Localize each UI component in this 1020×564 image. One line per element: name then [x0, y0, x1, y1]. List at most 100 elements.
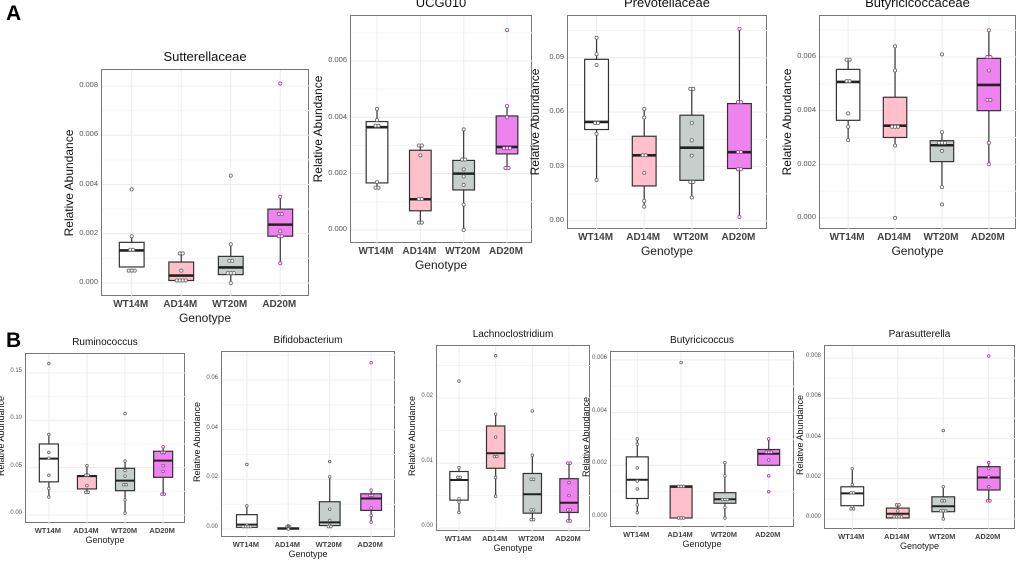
chart-svg — [568, 16, 768, 230]
data-point — [47, 361, 51, 366]
data-point — [419, 220, 424, 225]
data-point — [987, 475, 991, 479]
data-point — [846, 124, 851, 129]
box-wt20m — [114, 467, 136, 492]
x-tick-label: AD20M — [555, 534, 581, 543]
data-point — [642, 198, 647, 203]
data-point — [635, 437, 639, 441]
box-wt14m — [38, 443, 59, 483]
data-point — [986, 140, 991, 145]
data-point — [767, 458, 771, 462]
chart-title: Ruminococcus — [72, 337, 138, 348]
data-point — [123, 468, 127, 473]
y-tick-label: 0.02 — [421, 393, 433, 400]
data-point — [986, 68, 991, 73]
data-point — [939, 148, 944, 153]
data-point — [988, 55, 993, 60]
data-point — [851, 507, 856, 511]
plot-area — [436, 345, 591, 532]
x-tick-label: WT14M — [838, 532, 865, 541]
x-tick-label: AD14M — [877, 232, 911, 243]
data-point — [594, 35, 599, 40]
box-ad14m — [631, 135, 657, 187]
data-point — [939, 185, 944, 190]
data-point — [85, 464, 89, 468]
chart-svg — [825, 346, 1016, 530]
x-tick-label: AD20M — [721, 232, 756, 243]
chart-title: Prevotellaceae — [624, 0, 710, 10]
x-tick-label: WT14M — [578, 232, 614, 243]
y-axis-label: Relative Abundance — [0, 395, 6, 477]
data-point — [725, 497, 730, 502]
data-point — [369, 520, 373, 524]
y-tick-label: 0.002 — [797, 158, 816, 168]
x-tick-label: WT20M — [315, 540, 342, 549]
y-tick-label: 0.002 — [79, 227, 98, 237]
box-wt14m — [118, 241, 145, 268]
data-point — [376, 185, 381, 190]
data-point — [939, 202, 944, 207]
data-point — [231, 271, 236, 276]
data-point — [47, 432, 51, 437]
y-tick-label: 0.15 — [10, 367, 22, 374]
x-tick-label: WT20M — [445, 246, 481, 257]
data-point — [374, 118, 379, 123]
plot-area — [101, 69, 310, 297]
y-tick-label: 0.00 — [10, 510, 22, 516]
x-tick-label: AD14M — [274, 540, 300, 549]
data-point — [594, 177, 599, 182]
x-tick-label: AD20M — [357, 540, 383, 549]
data-point — [461, 182, 466, 187]
x-tick-label: WT20M — [518, 534, 545, 543]
x-axis-label: Genotype — [640, 244, 694, 258]
y-tick-label: 0.008 — [79, 80, 98, 90]
panel-label-a: A — [6, 2, 22, 25]
x-tick-label: WT14M — [232, 540, 259, 549]
data-point — [162, 492, 167, 496]
data-point — [568, 508, 572, 512]
data-point — [369, 488, 373, 492]
data-point — [642, 170, 647, 175]
data-point — [286, 527, 290, 531]
data-point — [939, 130, 944, 135]
data-point — [129, 234, 134, 239]
x-tick-label: AD14M — [481, 534, 508, 543]
data-point — [567, 493, 571, 498]
data-point — [568, 519, 572, 523]
x-axis-label: Genotype — [899, 541, 940, 551]
data-point — [723, 505, 727, 510]
data-point — [531, 508, 536, 512]
data-point — [987, 460, 991, 465]
y-tick-label: 0.006 — [805, 393, 821, 400]
y-tick-label: 0.000 — [79, 277, 98, 287]
chart-title: Sutterellaceae — [163, 49, 247, 64]
x-axis-label: Genotype — [178, 311, 232, 325]
x-axis-label: Genotype — [414, 258, 468, 272]
y-tick-label: 0.04 — [206, 424, 218, 431]
data-point — [643, 153, 648, 158]
data-point — [129, 187, 134, 192]
data-point — [738, 150, 743, 155]
data-point — [896, 509, 900, 513]
box-wt14m — [449, 470, 469, 501]
data-point — [123, 459, 127, 463]
data-point — [461, 174, 466, 179]
data-point — [458, 475, 462, 480]
data-point — [369, 506, 373, 510]
plot-area — [350, 15, 533, 244]
chart-svg — [26, 354, 186, 524]
x-axis-label: Genotype — [85, 535, 125, 545]
y-tick-label: 0.03 — [549, 160, 564, 170]
x-tick-label: AD14M — [402, 246, 437, 257]
data-point — [679, 360, 683, 365]
data-point — [504, 28, 509, 33]
y-tick-label: 0.006 — [328, 55, 347, 65]
y-tick-label: 0.10 — [10, 415, 22, 422]
data-point — [987, 485, 991, 489]
data-point — [47, 450, 51, 455]
box-ad14m — [882, 96, 908, 139]
x-axis-label: Genotype — [682, 539, 722, 549]
chart-title: Lachnoclostridium — [472, 329, 554, 340]
y-tick-label: 0.002 — [805, 473, 821, 480]
y-tick-label: 0.004 — [797, 104, 816, 114]
